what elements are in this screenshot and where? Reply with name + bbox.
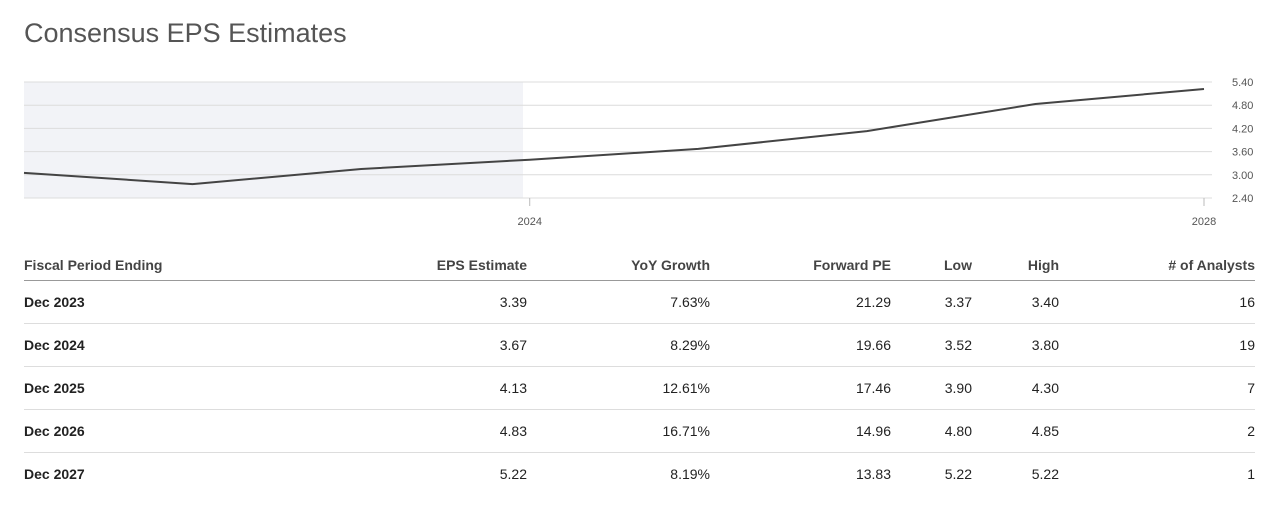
table-cell: 16: [1059, 280, 1255, 324]
x-tick-label: 2028: [1192, 216, 1216, 228]
table-cell: 3.39: [324, 280, 527, 324]
column-header: Low: [891, 250, 972, 281]
section-title: Consensus EPS Estimates: [24, 18, 347, 48]
y-tick-label: 2.40: [1232, 193, 1253, 205]
header-row: Fiscal Period Ending EPS Estimate YoY Grow…: [24, 250, 1255, 281]
table-cell: Dec 2023: [24, 280, 324, 324]
table-cell: 3.80: [972, 323, 1059, 367]
table-cell: 3.40: [972, 280, 1059, 324]
table-cell: 5.22: [944, 466, 972, 482]
column-header: High: [972, 250, 1059, 281]
column-header: YoY Growth: [527, 250, 710, 281]
table-cell: 19.66: [710, 323, 891, 367]
table-cell: 12.61%: [527, 366, 710, 410]
table-cell: 8.29%: [527, 323, 710, 367]
y-tick-label: 5.40: [1232, 77, 1253, 89]
table-cell: 8.19%: [670, 466, 710, 482]
table-cell: 4.30: [972, 366, 1059, 410]
table-cell: 14.96: [710, 409, 891, 453]
past-region: [24, 82, 523, 198]
table-cell: Dec 2025: [24, 366, 324, 410]
table-cell: 3.52: [891, 323, 972, 367]
table-cell: 1: [1247, 466, 1255, 482]
table-row: Dec 2025 4.13 12.61% 17.46 3.90 4.30 7: [24, 366, 1255, 410]
table-cell: 3.67: [324, 323, 527, 367]
table-cell: 21.29: [710, 280, 891, 324]
table-cell: 5.22: [499, 466, 527, 482]
table-cell: 4.85: [972, 409, 1059, 453]
y-tick-label: 4.80: [1232, 100, 1253, 112]
y-tick-label: 3.00: [1232, 170, 1253, 182]
table-cell: 16.71%: [527, 409, 710, 453]
table-cell: 2: [1059, 409, 1255, 453]
y-tick-label: 4.20: [1232, 123, 1253, 135]
column-header: EPS Estimate: [324, 250, 527, 281]
column-header: # of Analysts: [1059, 250, 1255, 281]
table-cell: 19: [1059, 323, 1255, 367]
table-cell: 4.13: [324, 366, 527, 410]
table-cell: 4.80: [891, 409, 972, 453]
table-cell: 13.83: [855, 466, 891, 482]
table-row: Dec 2023 3.39 7.63% 21.29 3.37 3.40 16: [24, 280, 1255, 324]
table-cell: 5.22: [1031, 466, 1059, 482]
table-cell: 3.90: [891, 366, 972, 410]
y-tick-label: 3.60: [1232, 147, 1253, 159]
table-cell: 3.37: [891, 280, 972, 324]
estimates-table: Fiscal Period Ending EPS Estimate YoY Grow…: [24, 250, 1255, 495]
table-row: Dec 2027 5.22 8.19% 13.83 5.22 5.22 1: [24, 453, 1255, 496]
column-header: Fiscal Period Ending: [24, 250, 324, 281]
x-tick-label: 2024: [517, 216, 541, 228]
column-header: Forward PE: [710, 250, 891, 281]
table-cell: 17.46: [710, 366, 891, 410]
table-cell: 4.83: [324, 409, 527, 453]
table-cell: Dec 2027: [24, 466, 85, 482]
chart: 2.40 3.00 3.60 4.20 4.80 5.40 2024 2028: [23, 77, 1253, 228]
table-cell: 7.63%: [527, 280, 710, 324]
table-row: Dec 2024 3.67 8.29% 19.66 3.52 3.80 19: [24, 323, 1255, 367]
eps-line: [23, 87, 1205, 186]
table-cell: Dec 2024: [24, 323, 324, 367]
table-cell: Dec 2026: [24, 409, 324, 453]
table-body: Dec 2023 3.39 7.63% 21.29 3.37 3.40 16 Dec 2024…: [24, 280, 1255, 496]
table-cell: 7: [1059, 366, 1255, 410]
table-row: Dec 2026 4.83 16.71% 14.96 4.80 4.85 2: [24, 409, 1255, 453]
